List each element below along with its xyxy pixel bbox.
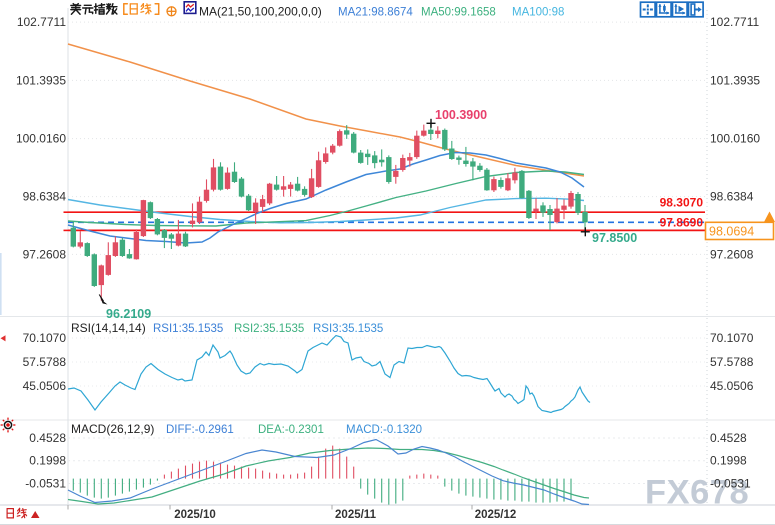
svg-text:97.8500: 97.8500 — [592, 231, 637, 245]
svg-text:DIFF:-0.2961: DIFF:-0.2961 — [166, 424, 234, 436]
svg-text:101.3935: 101.3935 — [710, 73, 760, 87]
svg-text:MACD:-0.1320: MACD:-0.1320 — [346, 424, 422, 436]
svg-text:100.3900: 100.3900 — [435, 108, 487, 122]
svg-text:102.7711: 102.7711 — [17, 15, 66, 29]
svg-text:97.2608: 97.2608 — [710, 247, 754, 261]
svg-text:0.1998: 0.1998 — [710, 454, 747, 468]
svg-text:MA(21,50,100,200,0,0): MA(21,50,100,200,0,0) — [199, 5, 322, 19]
svg-text:2025/10: 2025/10 — [174, 509, 216, 521]
svg-text:96.2109: 96.2109 — [106, 307, 151, 321]
svg-text:98.0694: 98.0694 — [709, 224, 754, 238]
svg-text:0.4528: 0.4528 — [29, 431, 66, 445]
svg-text:MACD(26,12,9): MACD(26,12,9) — [71, 422, 154, 436]
svg-text:97.2608: 97.2608 — [23, 247, 67, 261]
svg-text:45.0506: 45.0506 — [710, 379, 754, 393]
svg-text:RSI(14,14,14): RSI(14,14,14) — [71, 321, 146, 335]
svg-text:57.5788: 57.5788 — [710, 355, 754, 369]
svg-text:MA100:98: MA100:98 — [512, 7, 564, 19]
svg-text:100.0160: 100.0160 — [710, 132, 760, 146]
svg-text:FX678: FX678 — [645, 474, 749, 512]
svg-text:57.5788: 57.5788 — [23, 355, 67, 369]
svg-text:70.1070: 70.1070 — [710, 331, 754, 345]
svg-text:100.0160: 100.0160 — [16, 132, 66, 146]
svg-text:MA50:99.1658: MA50:99.1658 — [421, 7, 496, 19]
svg-text:-0.0531: -0.0531 — [710, 477, 751, 491]
svg-text:0.4528: 0.4528 — [710, 431, 747, 445]
svg-text:98.6384: 98.6384 — [23, 190, 67, 204]
svg-text:2025/11: 2025/11 — [335, 509, 377, 521]
svg-text:0.1998: 0.1998 — [29, 454, 66, 468]
svg-text:98.6384: 98.6384 — [710, 190, 754, 204]
svg-text:-0.0531: -0.0531 — [25, 477, 66, 491]
svg-text:2025/12: 2025/12 — [475, 509, 517, 521]
svg-text:102.7711: 102.7711 — [710, 15, 759, 29]
svg-text:RSI3:35.1535: RSI3:35.1535 — [313, 323, 383, 335]
svg-text:97.8690: 97.8690 — [660, 215, 704, 229]
svg-text:RSI2:35.1535: RSI2:35.1535 — [234, 323, 304, 335]
svg-text:98.3070: 98.3070 — [660, 196, 704, 210]
svg-text:101.3935: 101.3935 — [16, 73, 66, 87]
svg-text:RSI1:35.1535: RSI1:35.1535 — [153, 323, 223, 335]
svg-text:MA21:98.8674: MA21:98.8674 — [338, 7, 413, 19]
svg-text:70.1070: 70.1070 — [23, 331, 67, 345]
svg-text:DEA:-0.2301: DEA:-0.2301 — [258, 424, 324, 436]
svg-text:45.0506: 45.0506 — [23, 379, 67, 393]
